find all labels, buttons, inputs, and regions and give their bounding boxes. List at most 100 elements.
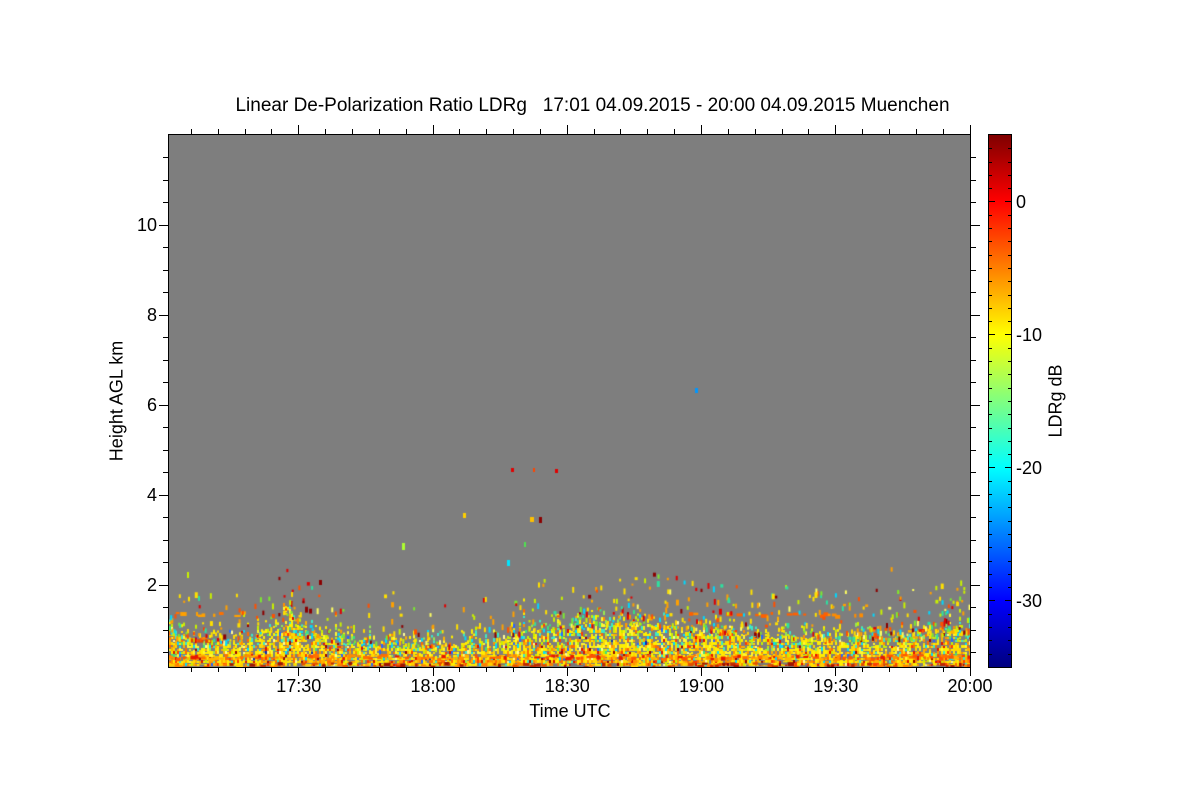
colorbar-tick-label: -30 — [1016, 590, 1043, 611]
colorbar-minor-tick — [989, 188, 992, 190]
x-minor-tick — [754, 667, 756, 672]
y-minor-tick-right — [971, 517, 976, 519]
x-minor-tick-top — [271, 129, 273, 134]
y-minor-tick-right — [971, 539, 976, 541]
x-minor-tick — [459, 667, 461, 672]
x-minor-tick-top — [915, 129, 917, 134]
colorbar-minor-tick — [989, 627, 992, 629]
colorbar-minor-tick-right — [1008, 494, 1011, 496]
y-minor-tick — [163, 359, 168, 361]
colorbar-minor-tick — [989, 653, 992, 655]
colorbar-minor-tick-right — [1008, 534, 1011, 535]
colorbar-minor-tick — [989, 534, 992, 535]
colorbar-minor-tick — [989, 214, 992, 216]
y-minor-tick-right — [971, 157, 976, 159]
colorbar-minor-tick — [989, 241, 992, 243]
colorbar-minor-tick-right — [1008, 454, 1011, 456]
colorbar-minor-tick-right — [1008, 414, 1011, 416]
x-minor-tick-top — [513, 129, 515, 134]
x-minor-tick-top — [459, 129, 461, 134]
x-minor-tick — [486, 667, 488, 672]
x-minor-tick-top — [620, 129, 622, 134]
x-minor-tick — [915, 667, 917, 672]
x-minor-tick — [325, 667, 327, 672]
colorbar-minor-tick — [989, 454, 992, 456]
colorbar-minor-tick-right — [1008, 174, 1011, 176]
y-major-tick-right — [971, 224, 980, 226]
x-minor-tick-top — [593, 129, 595, 134]
x-minor-tick — [620, 667, 622, 672]
plot-area — [168, 134, 971, 668]
colorbar-minor-tick-right — [1008, 268, 1011, 269]
y-minor-tick — [163, 202, 168, 204]
x-minor-tick-top — [674, 129, 676, 134]
colorbar-minor-tick — [989, 374, 992, 376]
x-tick-label: 18:00 — [410, 676, 456, 696]
colorbar-minor-tick-right — [1008, 440, 1011, 442]
x-major-tick-top — [701, 125, 702, 134]
y-minor-tick — [163, 539, 168, 541]
y-minor-tick-right — [971, 607, 976, 609]
colorbar-major-tick — [989, 334, 995, 335]
y-minor-tick — [163, 179, 168, 181]
colorbar-minor-tick-right — [1008, 214, 1011, 216]
x-minor-tick — [190, 667, 192, 672]
y-minor-tick — [163, 427, 168, 429]
y-major-tick — [159, 314, 168, 316]
x-minor-tick — [405, 667, 407, 672]
y-tick-label: 4 — [146, 485, 157, 506]
y-minor-tick-right — [971, 449, 976, 451]
colorbar-tick-label: 0 — [1016, 191, 1027, 212]
colorbar-minor-tick-right — [1008, 228, 1011, 230]
colorbar-minor-tick-right — [1008, 188, 1011, 190]
x-minor-tick-top — [217, 129, 219, 134]
x-minor-tick-top — [942, 129, 944, 134]
x-minor-tick — [217, 667, 219, 672]
x-major-tick — [432, 667, 434, 676]
y-minor-tick — [163, 157, 168, 159]
colorbar-major-tick-right — [1005, 201, 1011, 202]
x-major-tick — [701, 667, 702, 676]
colorbar-minor-tick — [989, 294, 992, 296]
colorbar-minor-tick — [989, 560, 992, 562]
colorbar-minor-tick-right — [1008, 507, 1011, 509]
x-minor-tick-top — [888, 129, 890, 134]
colorbar-minor-tick-right — [1008, 361, 1011, 363]
colorbar-minor-tick — [989, 254, 992, 256]
y-minor-tick-right — [971, 179, 976, 181]
y-major-tick — [159, 404, 168, 406]
colorbar-minor-tick — [989, 414, 992, 416]
x-major-tick-top — [566, 125, 568, 134]
x-minor-tick-top — [862, 129, 864, 134]
x-major-tick — [969, 667, 971, 676]
x-minor-tick — [351, 667, 353, 672]
y-tick-label: 2 — [146, 575, 157, 596]
x-minor-tick-top — [190, 129, 192, 134]
y-major-tick — [159, 494, 168, 496]
x-major-tick-top — [298, 125, 300, 134]
y-major-tick-right — [971, 404, 980, 406]
y-minor-tick — [163, 517, 168, 519]
x-major-tick-top — [432, 125, 434, 134]
x-minor-tick — [378, 667, 380, 672]
y-minor-tick — [163, 607, 168, 609]
colorbar-minor-tick-right — [1008, 387, 1011, 389]
x-tick-label: 18:30 — [544, 676, 590, 696]
colorbar-minor-tick-right — [1008, 281, 1011, 283]
y-minor-tick-right — [971, 562, 976, 564]
y-tick-label: 8 — [146, 305, 157, 326]
colorbar-minor-tick — [989, 427, 992, 429]
colorbar-minor-tick — [989, 387, 992, 389]
x-minor-tick-top — [647, 129, 649, 134]
y-minor-tick-right — [971, 359, 976, 361]
y-minor-tick — [163, 652, 168, 654]
x-tick-label: 19:00 — [678, 676, 725, 696]
y-minor-tick — [163, 247, 168, 249]
colorbar-minor-tick-right — [1008, 653, 1011, 655]
y-minor-tick-right — [971, 202, 976, 204]
x-minor-tick-top — [808, 129, 810, 134]
colorbar-minor-tick-right — [1008, 627, 1011, 629]
x-minor-tick-top — [378, 129, 380, 134]
x-minor-tick-top — [727, 129, 729, 134]
x-minor-tick-top — [781, 129, 783, 134]
